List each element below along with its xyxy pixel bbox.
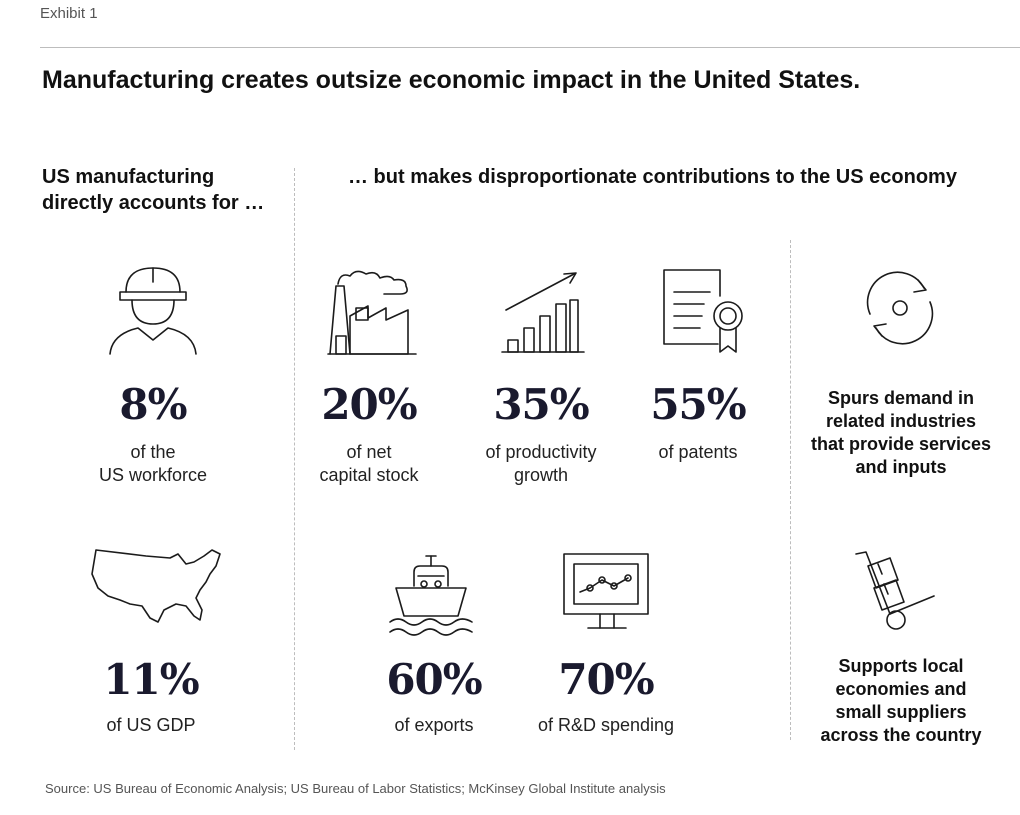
stat-capital-stock: 20% — [321, 380, 417, 429]
label-capital-stock-line-1: of net — [346, 442, 392, 462]
stat-patents: 55% — [650, 380, 746, 429]
exhibit-label: Exhibit 1 — [40, 5, 98, 22]
stat-rd-spending: 70% — [558, 655, 654, 704]
header-rule — [40, 47, 1020, 48]
desc-spurs-demand-line-1: Spurs demand in — [827, 388, 975, 408]
label-productivity-line-2: growth — [513, 465, 569, 485]
label-gdp: of US GDP — [66, 714, 236, 737]
desc-spurs-demand-line-2: related industries — [825, 411, 977, 431]
us-map-icon — [91, 549, 221, 623]
left-heading: US manufacturing directly accounts for … — [42, 164, 264, 216]
label-capital-stock: of net capital stock — [284, 441, 454, 487]
label-exports: of exports — [349, 714, 519, 737]
certificate-icon — [663, 269, 743, 353]
label-productivity-line-1: of productivity — [485, 442, 597, 462]
desc-local-economies-line-3: small suppliers — [835, 702, 967, 722]
right-heading: … but makes disproportionate contributio… — [348, 166, 957, 188]
monitor-chart-icon — [563, 553, 649, 629]
label-patents: of patents — [613, 441, 783, 464]
stat-exports: 60% — [386, 655, 482, 704]
stat-productivity: 35% — [493, 380, 589, 429]
label-gdp-line-1: of US GDP — [106, 715, 196, 735]
label-workforce: of the US workforce — [68, 441, 238, 487]
growth-chart-icon — [501, 272, 585, 353]
label-capital-stock-line-2: capital stock — [319, 465, 419, 485]
desc-local-economies-line-4: across the country — [820, 725, 982, 745]
label-rd-spending-line-1: of R&D spending — [537, 715, 675, 735]
left-heading-line-2: directly accounts for … — [42, 192, 265, 214]
desc-local-economies-line-1: Supports local — [838, 656, 964, 676]
label-exports-line-1: of exports — [394, 715, 474, 735]
worker-icon — [109, 267, 197, 355]
label-productivity: of productivity growth — [456, 441, 626, 487]
desc-spurs-demand: Spurs demand in related industries that … — [801, 387, 1001, 479]
desc-local-economies-line-2: economies and — [835, 679, 967, 699]
desc-spurs-demand-line-4: and inputs — [855, 457, 947, 477]
desc-spurs-demand-line-3: that provide services — [810, 434, 992, 454]
label-patents-line-1: of patents — [658, 442, 738, 462]
cycle-icon — [866, 271, 934, 345]
stat-workforce: 8% — [119, 380, 187, 429]
divider-right — [790, 240, 791, 740]
label-workforce-line-2: US workforce — [98, 465, 208, 485]
left-heading-line-1: US manufacturing — [42, 166, 215, 188]
factory-icon — [327, 270, 417, 355]
hand-truck-icon — [855, 551, 935, 630]
chart-title: Manufacturing creates outsize economic i… — [42, 66, 861, 94]
stat-gdp: 11% — [103, 655, 199, 704]
desc-local-economies: Supports local economies and small suppl… — [801, 655, 1001, 747]
label-rd-spending: of R&D spending — [521, 714, 691, 737]
source-note: Source: US Bureau of Economic Analysis; … — [45, 781, 666, 796]
label-workforce-line-1: of the — [130, 442, 176, 462]
divider-left — [294, 168, 295, 750]
ship-icon — [389, 555, 473, 636]
